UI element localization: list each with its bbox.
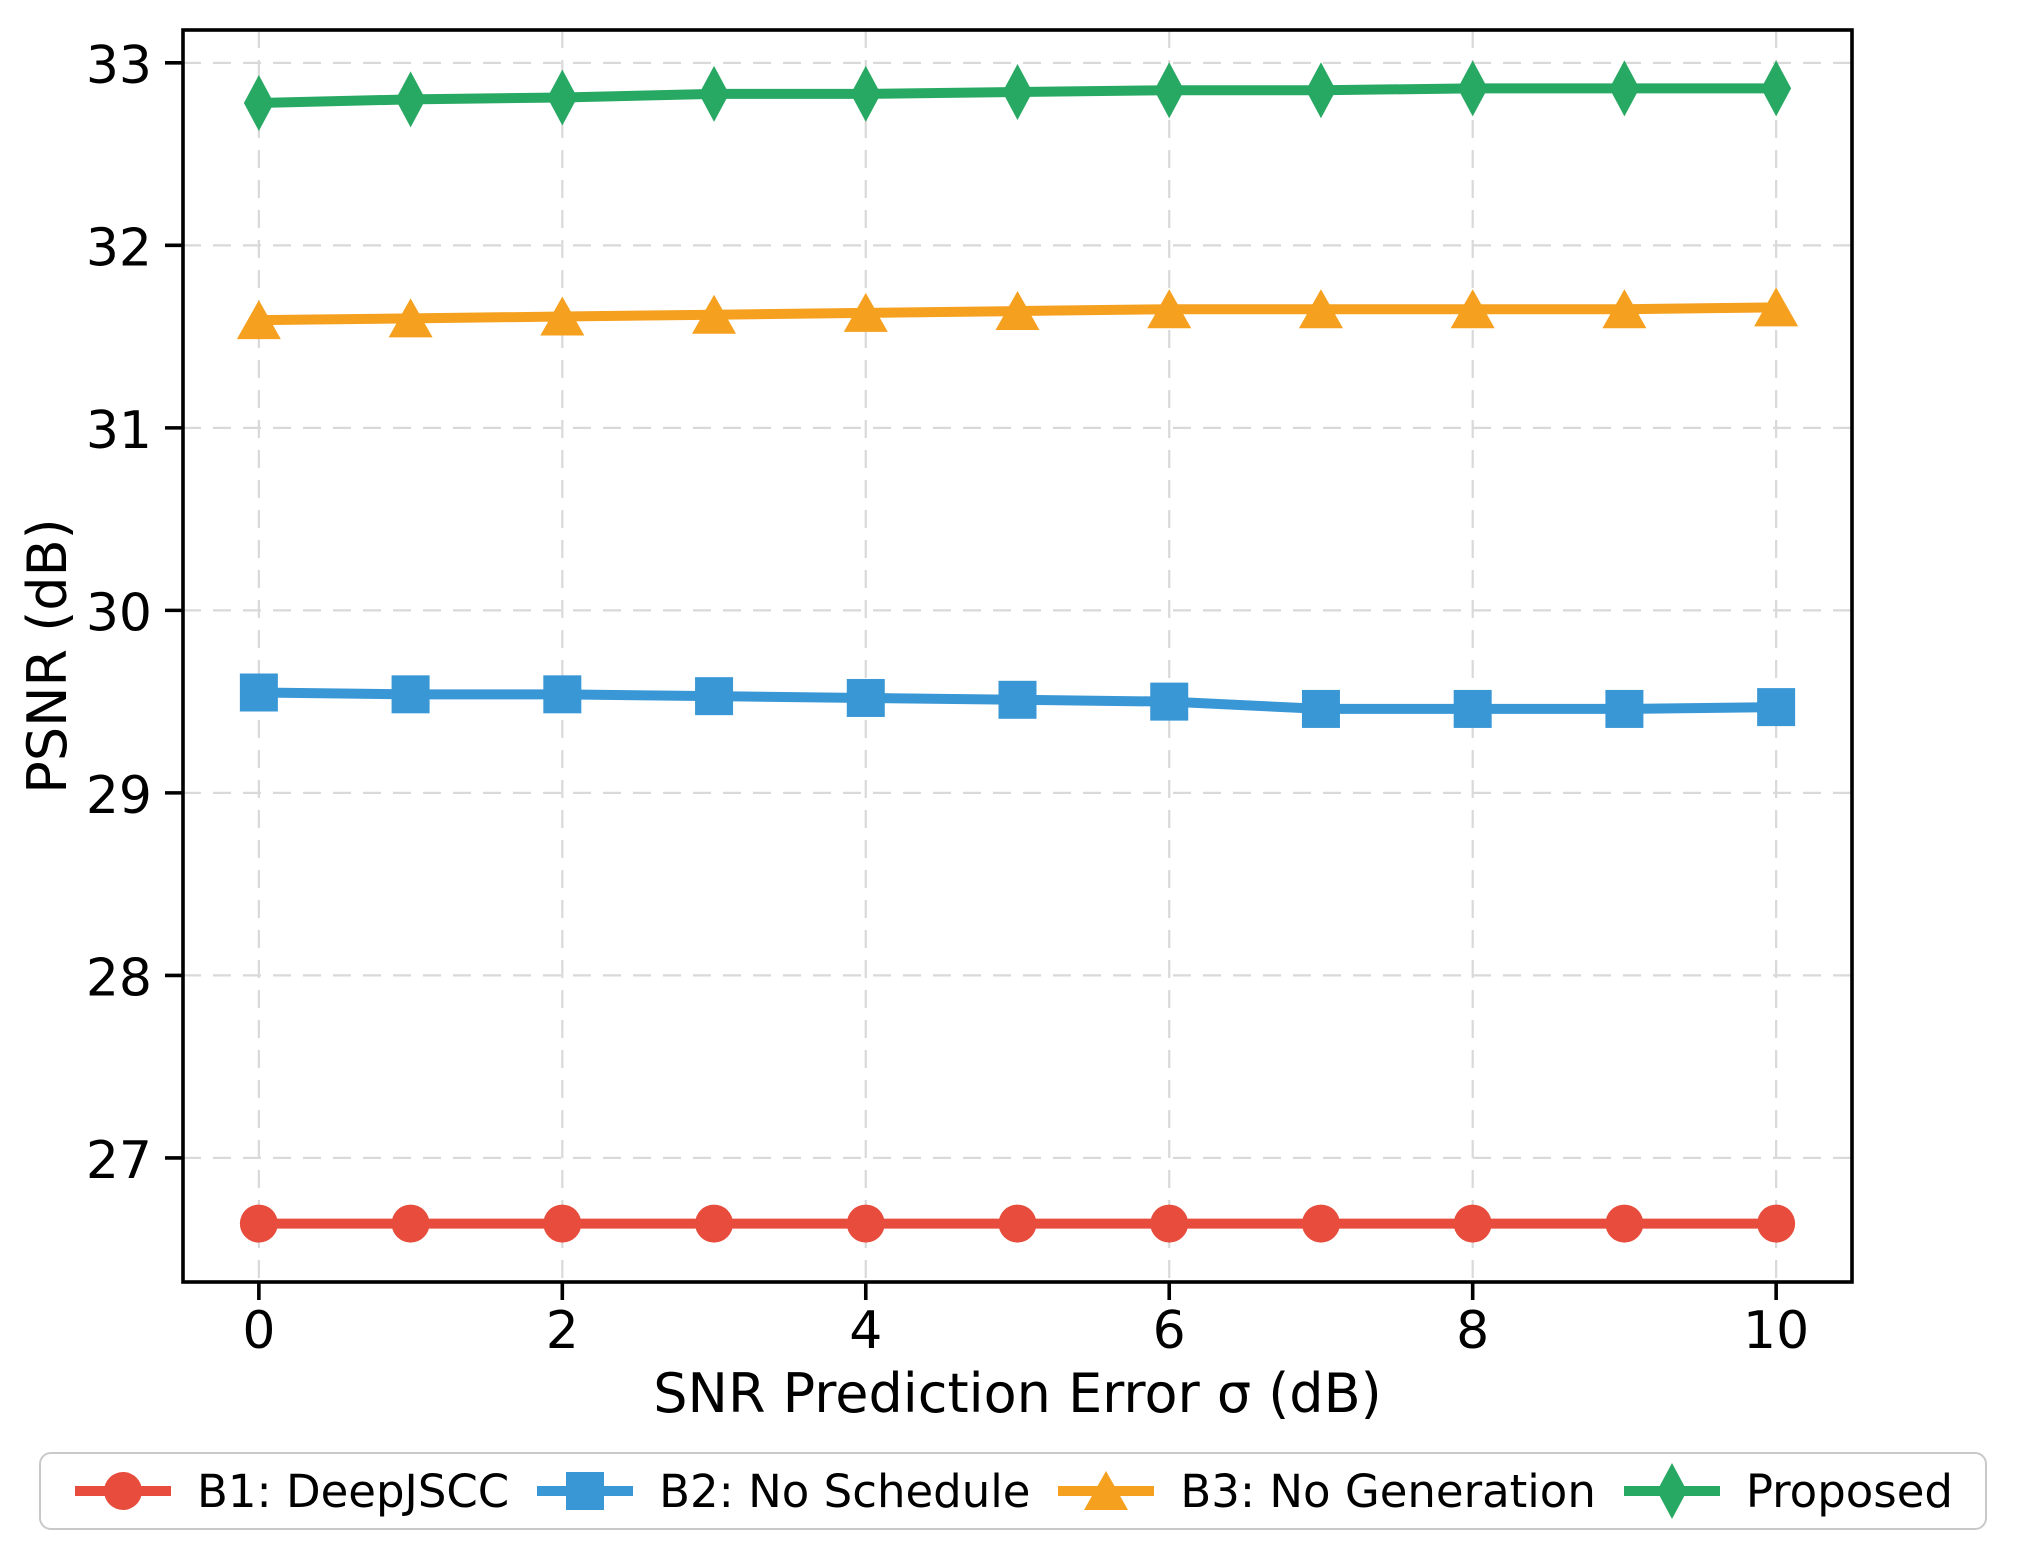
- y-tick-label: 29: [86, 766, 152, 826]
- y-tick-label: 28: [86, 948, 152, 1008]
- y-tick-label: 33: [86, 36, 152, 96]
- axis-ticks: [165, 61, 1778, 1300]
- x-tick-label: 2: [546, 1301, 579, 1361]
- legend-item-b1-deepjscc: B1: DeepJSCC: [73, 1462, 509, 1520]
- series-b3-no-generation: [236, 287, 1799, 340]
- legend-label: B2: No Schedule: [659, 1464, 1031, 1518]
- x-tick-label: 0: [242, 1301, 275, 1361]
- series-b2-no-schedule: [239, 673, 1796, 728]
- legend-marker-square-icon: [537, 1472, 634, 1510]
- legend: B1: DeepJSCC B2: No Schedule B3: No Gene…: [39, 1452, 1987, 1530]
- tick-labels: 0 2 4 6 8 10 27 28 29 30 31 32 33: [86, 36, 1809, 1361]
- y-tick-label: 32: [86, 218, 152, 278]
- legend-marker-diamond-icon: [1623, 1463, 1720, 1519]
- legend-marker-triangle-icon: [1058, 1471, 1155, 1510]
- series-proposed: [243, 60, 1792, 132]
- legend-label: Proposed: [1745, 1464, 1953, 1518]
- legend-item-b3-no-generation: B3: No Generation: [1056, 1462, 1596, 1520]
- y-tick-label: 31: [86, 401, 152, 461]
- plot-border: [181, 28, 1854, 1284]
- x-tick-label: 10: [1743, 1301, 1809, 1361]
- legend-label: B1: DeepJSCC: [197, 1464, 510, 1518]
- legend-item-b2-no-schedule: B2: No Schedule: [535, 1462, 1030, 1520]
- x-tick-label: 6: [1153, 1301, 1186, 1361]
- y-tick-label: 30: [86, 583, 152, 643]
- legend-marker-circle-icon: [75, 1472, 171, 1510]
- series-b1-deepjscc: [239, 1204, 1796, 1243]
- gridlines: [183, 30, 1852, 1282]
- legend-item-proposed: Proposed: [1622, 1462, 1953, 1520]
- x-tick-label: 4: [849, 1301, 882, 1361]
- y-tick-label: 27: [86, 1131, 152, 1191]
- legend-label: B3: No Generation: [1180, 1464, 1596, 1518]
- x-tick-label: 8: [1456, 1301, 1489, 1361]
- y-axis-label: PSNR (dB): [16, 518, 79, 793]
- x-axis-label: SNR Prediction Error σ (dB): [653, 1362, 1381, 1425]
